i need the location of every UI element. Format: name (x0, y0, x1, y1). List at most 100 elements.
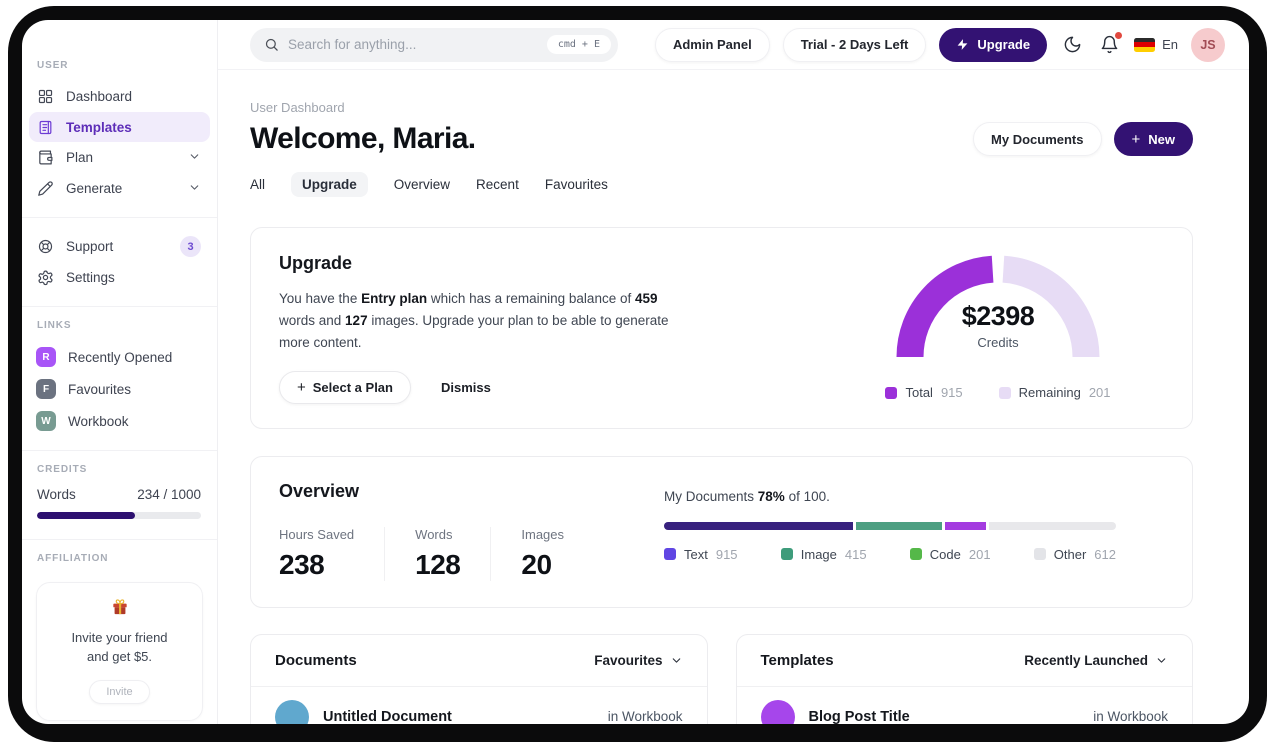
sidebar-link-label: Recently Opened (68, 349, 173, 365)
stat-hours-saved: Hours Saved 238 (279, 526, 355, 580)
sidebar-section-links: LINKS (37, 320, 72, 331)
lifebuoy-icon (38, 239, 53, 254)
sidebar: USER Dashboard Templates Plan Generate S… (22, 20, 218, 724)
gauge-chart (896, 255, 1100, 358)
credits-words-value: 234 / 1000 (137, 487, 201, 502)
bar-segment-code (944, 521, 987, 530)
templates-card-title: Templates (760, 651, 834, 669)
sidebar-item-plan[interactable]: Plan (22, 142, 217, 173)
user-avatar[interactable]: JS (1191, 27, 1225, 62)
language-code: En (1162, 37, 1178, 52)
chevron-down-icon[interactable] (188, 181, 201, 197)
search-input[interactable]: Search for anything... cmd + E (250, 27, 618, 62)
chevron-down-icon (672, 657, 680, 663)
notifications-button[interactable] (1097, 31, 1123, 57)
divider (22, 306, 217, 307)
main-area: Search for anything... cmd + E Admin Pan… (218, 20, 1249, 724)
search-shortcut-badge: cmd + E (546, 35, 611, 54)
upgrade-card-title: Upgrade (279, 253, 353, 273)
template-list-item[interactable]: Blog Post Title in Workbook (737, 687, 1193, 724)
page-title: Welcome, Maria. (250, 122, 476, 155)
admin-panel-button[interactable]: Admin Panel (654, 27, 770, 62)
gauge-subtitle: Credits (977, 335, 1019, 350)
link-initial-badge: W (36, 411, 56, 431)
bar-legend: Text 915 Image 415 Code 201 (664, 547, 1116, 562)
app-window: USER Dashboard Templates Plan Generate S… (22, 20, 1249, 724)
documents-filter-dropdown[interactable]: Favourites (594, 653, 682, 668)
credits-gauge: $2398 Credits Total 915 Remaining (872, 253, 1124, 404)
overview-stats: Overview Hours Saved 238 Words 128 Image… (279, 481, 624, 581)
plus-icon: + (297, 378, 306, 396)
sidebar-section-user: USER (37, 60, 69, 71)
templates-card: Templates Recently Launched Blog Post Ti… (735, 633, 1193, 724)
sidebar-item-label: Support (66, 239, 114, 254)
tab-recent[interactable]: Recent (476, 177, 519, 192)
sidebar-link-recently-opened[interactable]: R Recently Opened (22, 341, 217, 373)
sidebar-section-credits: CREDITS (37, 464, 88, 475)
wallet-icon (39, 150, 53, 165)
stat-words: Words 128 (384, 526, 490, 581)
dashboard-grid-icon (38, 89, 53, 104)
bell-icon (1101, 35, 1117, 54)
sidebar-link-label: Workbook (68, 413, 129, 429)
documents-progress-caption: My Documents 78% of 100. (664, 488, 830, 504)
sidebar-item-label: Generate (66, 181, 123, 196)
invite-button[interactable]: Invite (89, 679, 150, 704)
sidebar-link-label: Favourites (68, 381, 132, 397)
document-title: Untitled Document (323, 708, 452, 724)
topbar: Search for anything... cmd + E Admin Pan… (218, 20, 1249, 70)
chevron-down-icon[interactable] (188, 150, 201, 166)
my-documents-button[interactable]: My Documents (973, 122, 1102, 156)
tab-favourites[interactable]: Favourites (544, 177, 608, 192)
template-location: in Workbook (1093, 709, 1168, 724)
tab-upgrade[interactable]: Upgrade (291, 172, 368, 197)
credits-words-label: Words (37, 487, 76, 502)
sidebar-section-affiliation: AFFILIATION (37, 553, 109, 564)
documents-card: Documents Favourites Untitled Document i… (250, 633, 708, 724)
pencil-icon (38, 181, 53, 196)
sidebar-link-favourites[interactable]: F Favourites (22, 373, 217, 405)
sidebar-item-generate[interactable]: Generate (22, 173, 217, 204)
language-selector[interactable]: En (1134, 37, 1178, 52)
templates-filter-dropdown[interactable]: Recently Launched (1024, 653, 1168, 668)
sidebar-item-templates[interactable]: Templates (29, 112, 210, 142)
plus-icon: + (1131, 130, 1141, 148)
legend-swatch (998, 386, 1011, 399)
bolt-icon (957, 39, 968, 50)
stat-images: Images 20 (490, 526, 594, 581)
dark-mode-toggle[interactable] (1060, 33, 1084, 57)
legend-swatch (909, 548, 922, 561)
gauge-legend: Total 915 Remaining 201 (885, 385, 1111, 400)
dismiss-button[interactable]: Dismiss (440, 379, 491, 395)
sidebar-link-workbook[interactable]: W Workbook (22, 405, 217, 437)
divider (22, 450, 217, 451)
affiliation-text: Invite your friend and get $5. (71, 630, 168, 664)
sidebar-item-support[interactable]: Support 3 (22, 231, 217, 262)
sidebar-item-settings[interactable]: Settings (22, 262, 217, 293)
legend-item-code: Code 201 (909, 547, 991, 562)
notification-dot (1115, 31, 1123, 39)
search-placeholder: Search for anything... (288, 37, 417, 52)
tab-all[interactable]: All (250, 177, 266, 192)
sidebar-item-label: Dashboard (66, 89, 133, 104)
legend-swatch (780, 548, 793, 561)
tab-overview[interactable]: Overview (393, 177, 451, 192)
sidebar-item-dashboard[interactable]: Dashboard (22, 81, 217, 112)
sidebar-item-label: Templates (66, 119, 132, 135)
legend-item-other: Other 612 (1033, 547, 1116, 562)
documents-card-title: Documents (275, 651, 357, 669)
document-list-item[interactable]: Untitled Document in Workbook (251, 687, 707, 724)
upgrade-button[interactable]: Upgrade (939, 27, 1048, 62)
document-avatar (275, 699, 309, 724)
template-avatar (760, 699, 795, 724)
gear-icon (38, 270, 53, 286)
link-initial-badge: F (36, 379, 56, 399)
search-icon (265, 38, 278, 51)
gauge-value: $2398 (961, 301, 1035, 331)
trial-days-left-badge[interactable]: Trial - 2 Days Left (782, 27, 927, 62)
stacked-progress-bar (664, 521, 1116, 530)
select-plan-button[interactable]: + Select a Plan (279, 370, 411, 404)
upgrade-card: Upgrade You have the Entry plan which ha… (250, 227, 1193, 429)
new-button[interactable]: + New (1113, 122, 1193, 156)
upgrade-card-left: Upgrade You have the Entry plan which ha… (279, 253, 681, 404)
